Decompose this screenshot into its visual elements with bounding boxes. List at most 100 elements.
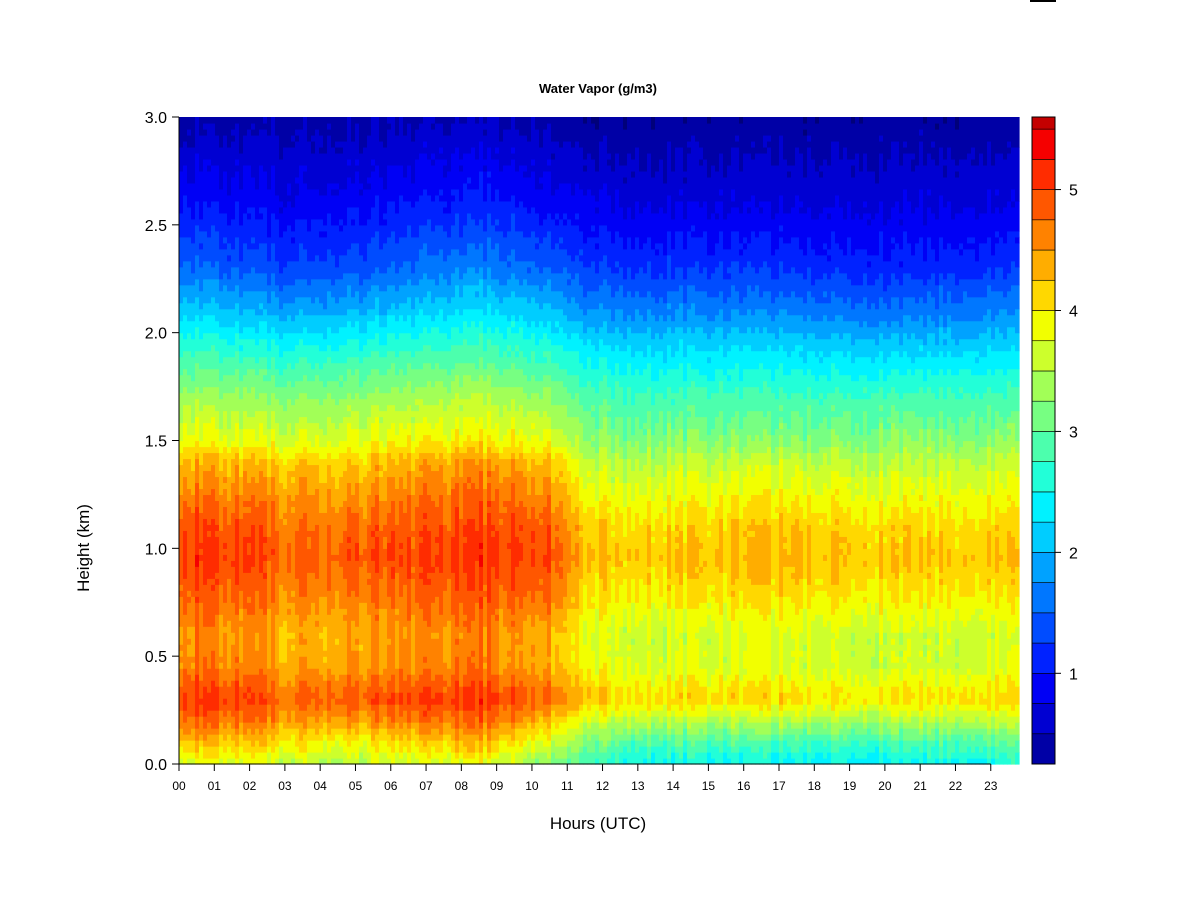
heatmap-cell xyxy=(351,356,356,376)
heatmap-cell xyxy=(675,368,680,394)
heatmap-cell xyxy=(567,302,572,322)
heatmap-cell xyxy=(223,308,228,328)
heatmap-cell xyxy=(207,404,212,424)
heatmap-cell xyxy=(339,746,344,759)
heatmap-cell xyxy=(423,117,428,142)
heatmap-cell xyxy=(455,638,460,645)
heatmap-cell xyxy=(595,704,600,711)
heatmap-cell xyxy=(603,374,608,400)
heatmap-cell xyxy=(419,152,424,196)
heatmap-cell xyxy=(247,206,252,214)
heatmap-cell xyxy=(663,332,668,364)
heatmap-cell xyxy=(739,620,744,681)
heatmap-cell xyxy=(523,596,528,621)
heatmap-cell xyxy=(351,242,356,274)
heatmap-cell xyxy=(295,362,300,382)
heatmap-cell xyxy=(187,146,192,184)
heatmap-cell xyxy=(271,212,276,244)
heatmap-cell xyxy=(319,230,324,238)
heatmap-cell xyxy=(675,434,680,454)
heatmap-cell xyxy=(615,152,620,190)
heatmap-cell xyxy=(583,704,588,717)
heatmap-cell xyxy=(183,500,188,531)
heatmap-cell xyxy=(511,704,516,723)
heatmap-cell xyxy=(551,512,556,549)
heatmap-cell xyxy=(423,620,428,657)
heatmap-cell xyxy=(615,686,620,711)
heatmap-cell xyxy=(439,734,444,741)
heatmap-cell xyxy=(387,440,392,454)
heatmap-cell xyxy=(723,117,728,178)
heatmap-cell xyxy=(651,716,656,723)
heatmap-cell xyxy=(763,488,768,519)
heatmap-cell xyxy=(343,117,348,142)
heatmap-cell xyxy=(747,722,752,729)
heatmap-cell xyxy=(639,392,644,430)
heatmap-cell xyxy=(291,284,296,304)
heatmap-cell xyxy=(607,152,612,160)
heatmap-cell xyxy=(675,734,680,747)
heatmap-cell xyxy=(751,368,756,388)
heatmap-cell xyxy=(527,380,532,400)
heatmap-cell xyxy=(443,446,448,460)
heatmap-cell xyxy=(423,710,428,717)
heatmap-cell xyxy=(575,374,580,394)
heatmap-cell xyxy=(299,128,304,166)
heatmap-cell xyxy=(435,122,440,160)
heatmap-cell xyxy=(239,710,244,723)
heatmap-cell xyxy=(607,158,612,166)
heatmap-cell xyxy=(595,608,600,675)
heatmap-cell xyxy=(215,278,220,304)
heatmap-cell xyxy=(543,506,548,555)
heatmap-cell xyxy=(727,686,732,705)
heatmap-cell xyxy=(547,320,552,340)
heatmap-cell xyxy=(643,368,648,394)
heatmap-cell xyxy=(491,314,496,334)
heatmap-cell xyxy=(679,464,684,501)
heatmap-cell xyxy=(179,686,184,711)
heatmap-cell xyxy=(663,362,668,376)
heatmap-cell xyxy=(411,674,416,687)
heatmap-cell xyxy=(715,296,720,316)
heatmap-cell xyxy=(575,320,580,334)
heatmap-cell xyxy=(235,422,240,448)
heatmap-cell xyxy=(663,716,668,723)
heatmap-cell xyxy=(347,560,352,597)
heatmap-cell xyxy=(327,290,332,316)
heatmap-cell xyxy=(779,740,784,753)
heatmap-cell xyxy=(199,548,204,555)
heatmap-cell xyxy=(239,380,244,400)
heatmap-cell xyxy=(415,602,420,681)
heatmap-cell xyxy=(627,560,632,603)
heatmap-cell xyxy=(443,482,448,525)
heatmap-cell xyxy=(291,728,296,735)
heatmap-cell xyxy=(647,680,652,711)
heatmap-cell xyxy=(667,590,672,609)
heatmap-cell xyxy=(339,386,344,400)
heatmap-cell xyxy=(263,122,268,130)
heatmap-cell xyxy=(183,236,188,262)
heatmap-cell xyxy=(315,374,320,400)
heatmap-cell xyxy=(499,452,504,460)
heatmap-cell xyxy=(495,242,500,280)
heatmap-cell xyxy=(583,440,588,460)
heatmap-cell xyxy=(463,614,468,621)
heatmap-cell xyxy=(359,182,364,190)
heatmap-cell xyxy=(219,584,224,615)
heatmap-cell xyxy=(599,728,604,741)
heatmap-cell xyxy=(643,434,648,454)
heatmap-column xyxy=(335,117,340,765)
heatmap-cell xyxy=(219,530,224,585)
heatmap-cell xyxy=(387,680,392,699)
heatmap-cell xyxy=(619,560,624,567)
heatmap-cell xyxy=(287,422,292,448)
heatmap-cell xyxy=(455,428,460,448)
heatmap-cell xyxy=(791,680,796,705)
heatmap-cell xyxy=(679,758,684,765)
heatmap-cell xyxy=(655,464,660,490)
heatmap-cell xyxy=(579,722,584,735)
heatmap-cell xyxy=(663,626,668,663)
heatmap-cell xyxy=(419,440,424,454)
heatmap-cell xyxy=(791,578,796,603)
heatmap-cell xyxy=(543,356,548,364)
